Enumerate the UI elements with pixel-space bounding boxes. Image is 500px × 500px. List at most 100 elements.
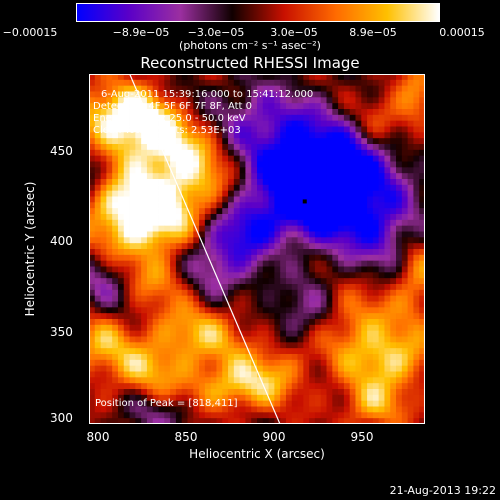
heatmap-cell: [245, 79, 252, 87]
heatmap-cell: [257, 254, 264, 262]
heatmap-cell: [332, 359, 339, 367]
heatmap-cell: [204, 406, 212, 413]
heatmap-cell: [396, 114, 403, 122]
heatmap-cell: [210, 284, 217, 291]
heatmap-cell: [413, 231, 420, 238]
heatmap-cell: [257, 190, 264, 197]
heatmap-cell: [413, 155, 420, 162]
heatmap-cell: [117, 161, 125, 168]
heatmap-cell: [384, 371, 391, 378]
heatmap-cell: [239, 184, 246, 192]
heatmap-cell: [152, 167, 159, 174]
heatmap-cell: [187, 179, 194, 186]
heatmap-cell: [274, 225, 281, 232]
heatmap-cell: [355, 284, 362, 291]
heatmap-cell: [297, 138, 304, 145]
heatmap-cell: [384, 389, 391, 396]
heatmap-cell: [274, 313, 281, 320]
heatmap-cell: [309, 144, 316, 151]
heatmap-cell: [216, 103, 223, 110]
heatmap-cell: [338, 412, 345, 419]
heatmap-cell: [251, 324, 258, 332]
heatmap-cell: [146, 301, 154, 308]
heatmap-cell: [251, 319, 258, 326]
heatmap-cell: [303, 202, 310, 209]
heatmap-cell: [222, 301, 229, 308]
heatmap-cell: [112, 109, 119, 116]
heatmap-cell: [204, 237, 212, 244]
heatmap-cell: [419, 132, 425, 139]
heatmap-cell: [384, 132, 391, 139]
heatmap-cell: [129, 365, 136, 372]
heatmap-cell: [332, 231, 339, 238]
heatmap-cell: [332, 272, 339, 279]
heatmap-cell: [338, 237, 345, 244]
heatmap-cell: [164, 342, 171, 349]
heatmap-cell: [401, 138, 409, 145]
heatmap-cell: [349, 371, 356, 378]
heatmap-cell: [204, 377, 212, 384]
heatmap-cell: [152, 359, 159, 367]
heatmap-cell: [181, 330, 188, 337]
heatmap-cell: [193, 254, 200, 262]
heatmap-cell: [309, 225, 316, 232]
heatmap-cell: [384, 243, 391, 250]
heatmap-cell: [204, 149, 212, 157]
heatmap-cell: [170, 149, 177, 157]
heatmap-cell: [158, 219, 165, 227]
heatmap-cell: [129, 237, 136, 244]
heatmap-cell: [367, 138, 374, 145]
heatmap-cell: [407, 371, 414, 378]
heatmap-cell: [152, 394, 159, 402]
heatmap-cell: [372, 85, 380, 92]
heatmap-cell: [291, 219, 298, 227]
heatmap-cell: [320, 219, 327, 227]
heatmap-cell: [262, 237, 269, 244]
heatmap-cell: [204, 249, 212, 256]
heatmap-cell: [228, 371, 235, 378]
heatmap-cell: [338, 348, 345, 355]
heatmap-cell: [257, 219, 264, 227]
heatmap-cell: [170, 272, 177, 279]
heatmap-cell: [372, 295, 380, 302]
heatmap-cell: [117, 383, 125, 390]
heatmap-cell: [106, 324, 113, 332]
heatmap-cell: [268, 79, 275, 87]
heatmap-cell: [384, 359, 391, 367]
heatmap-cell: [285, 103, 293, 110]
heatmap-cell: [268, 237, 275, 244]
heatmap-cell: [285, 359, 293, 367]
heatmap-cell: [129, 219, 136, 227]
heatmap-cell: [367, 79, 374, 87]
heatmap-cell: [187, 243, 194, 250]
heatmap-cell: [233, 179, 241, 186]
heatmap-cell: [268, 348, 275, 355]
heatmap-cell: [123, 85, 130, 92]
heatmap-cell: [396, 91, 403, 98]
heatmap-cell: [89, 103, 96, 110]
heatmap-cell: [407, 202, 414, 209]
heatmap-cell: [129, 301, 136, 308]
heatmap-cell: [407, 301, 414, 308]
heatmap-cell: [280, 284, 287, 291]
heatmap-cell: [175, 377, 183, 384]
heatmap-cell: [193, 138, 200, 145]
heatmap-cell: [361, 319, 368, 326]
heatmap-cell: [314, 144, 322, 151]
heatmap-cell: [170, 354, 177, 361]
heatmap-cell: [193, 109, 200, 116]
heatmap-cell: [367, 406, 374, 413]
heatmap-cell: [106, 295, 113, 302]
heatmap-cell: [94, 79, 101, 87]
heatmap-cell: [216, 295, 223, 302]
heatmap-cell: [245, 144, 252, 151]
heatmap-cell: [158, 231, 165, 238]
heatmap-cell: [135, 319, 142, 326]
heatmap-cell: [314, 231, 322, 238]
heatmap-cell: [355, 324, 362, 332]
heatmap-cell: [193, 214, 200, 221]
heatmap-cell: [129, 114, 136, 122]
heatmap-cell: [390, 254, 397, 262]
heatmap-cell: [419, 365, 425, 372]
heatmap-cell: [216, 354, 223, 361]
